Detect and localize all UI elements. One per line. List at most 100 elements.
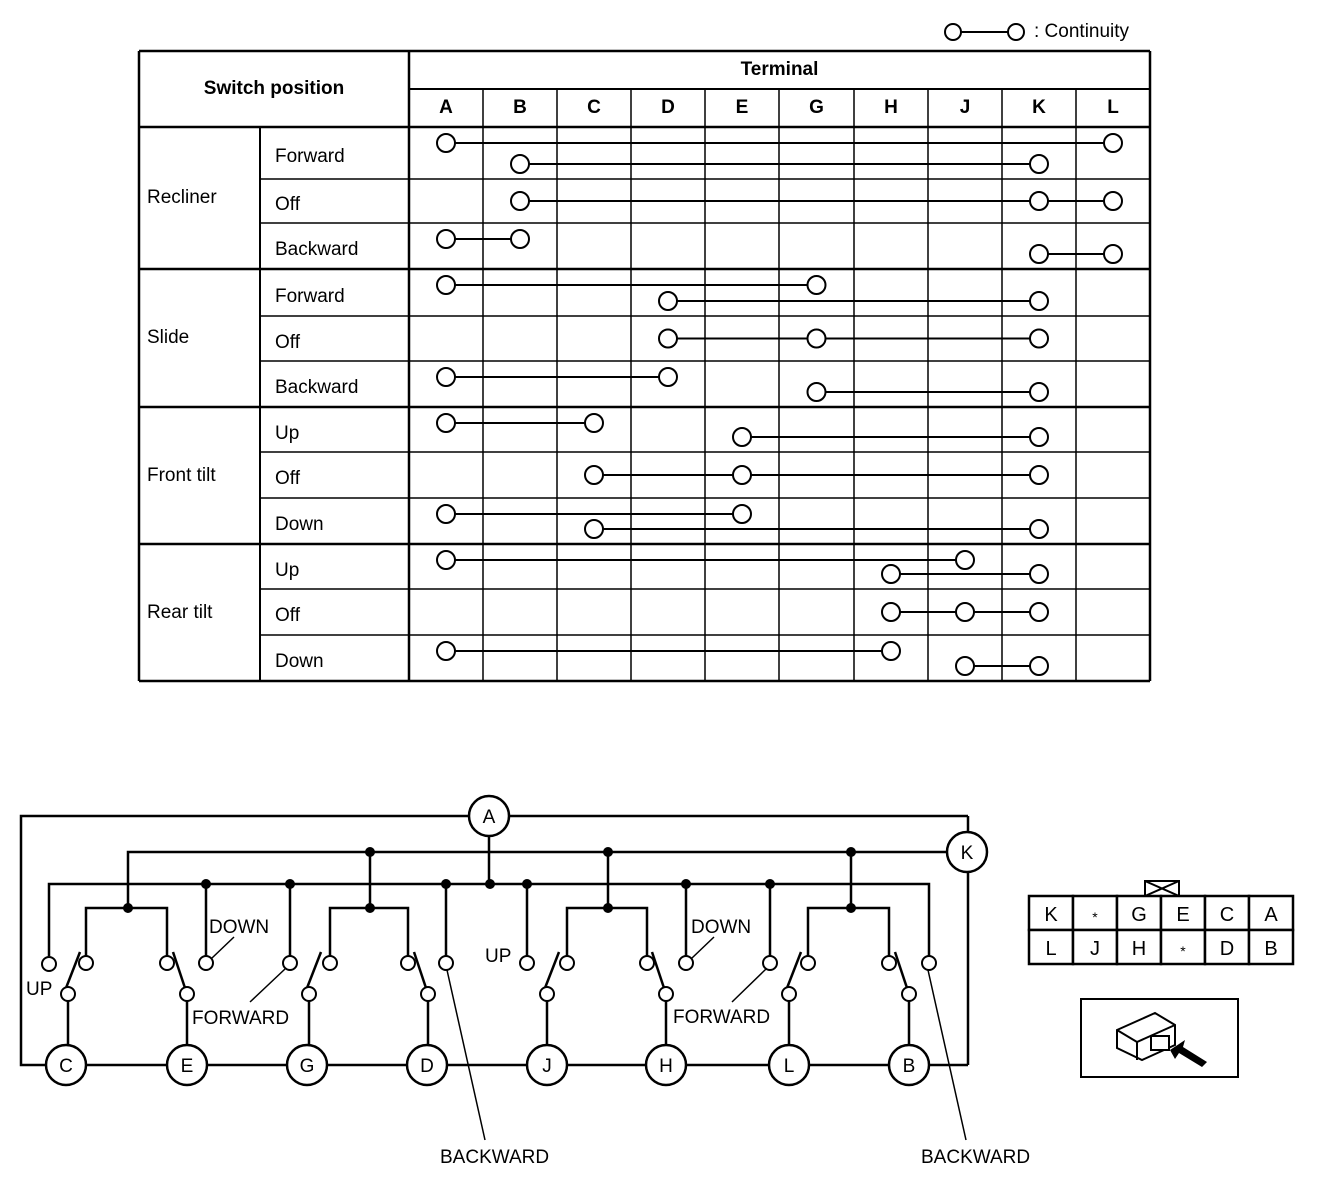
switch-contacts [41,955,937,1002]
terminal-d-circle [405,1043,449,1087]
label-up-2: UP [485,946,511,967]
connector-pin-label: * [1180,943,1186,959]
continuity-point [1029,291,1049,311]
continuity-point [1029,328,1049,349]
terminal-k: K [961,843,974,864]
connector-view-icon [1080,998,1239,1078]
continuity-point [436,413,456,433]
continuity-point [658,328,678,349]
continuity-point [510,191,530,211]
continuity-table: Switch position Terminal A B C D E G H J K L Recline… [137,49,1152,683]
continuity-point [732,427,752,447]
table-grid [137,49,1152,683]
position-label: Down [275,514,324,535]
continuity-point [1029,382,1049,402]
position-label: Forward [275,146,345,167]
continuity-point [658,367,678,387]
connector-pin [1071,894,1119,932]
terminal-l: L [784,1056,795,1077]
label-backward-2: BACKWARD [921,1147,1030,1168]
connector-pin-label: J [1090,938,1100,960]
position-label: Backward [275,239,359,260]
connector-pin [1027,894,1075,932]
position-label: Up [275,422,300,444]
continuity-point [1029,244,1049,264]
continuity-point [1029,191,1049,211]
continuity-point [1029,564,1049,584]
switch-position-header: Switch position [203,78,345,99]
continuity-point [732,504,752,524]
position-label: Backward [275,377,359,398]
connector-pin [1159,894,1207,932]
group-label: Front tilt [147,464,216,486]
continuity-point [436,550,456,570]
connector-pin-label: A [1264,904,1278,926]
continuity-point [436,367,456,387]
legend-label: : Continuity [1034,21,1130,42]
position-label: Down [275,651,324,672]
continuity-point [436,504,456,524]
connector-pin [1027,928,1075,966]
connector-pin-label: B [1264,938,1277,960]
group-label: Recliner [147,187,217,208]
continuity-point [806,382,827,402]
continuity-point [732,465,752,485]
continuity-point [1029,602,1049,622]
terminal-c: C [59,1056,73,1077]
switch-schematic: A K C E G D J H L B UP DOWN FORWARD BACKWARD UP D… [19,794,1295,1168]
terminal-header: Terminal [740,59,819,80]
connector-pin-label: C [1220,904,1234,926]
continuity-point [584,465,604,485]
label-down: DOWN [209,917,269,938]
terminal-header-C: C [587,97,601,118]
continuity-point [1103,133,1123,153]
continuity-point [584,519,604,539]
terminal-header-G: G [809,97,824,118]
position-label: Off [275,605,300,626]
label-forward: FORWARD [192,1008,289,1029]
continuity-point [1029,519,1049,539]
terminal-b: B [903,1056,916,1077]
continuity-point [806,328,827,349]
terminal-g-circle [285,1043,329,1087]
continuity-point [1029,154,1049,174]
connector-pin-label: L [1045,938,1056,960]
continuity-point [584,413,604,433]
connector-face: K * G E C A L J H * D B [1027,880,1295,966]
label-backward: BACKWARD [440,1147,549,1168]
continuity-point [1103,191,1123,211]
junction-dots [123,847,856,913]
terminal-b-circle [887,1043,931,1087]
continuity-point [1029,465,1049,485]
terminal-e-circle [165,1043,209,1087]
continuity-point [436,641,456,661]
terminal-header-K: K [1032,97,1046,118]
terminal-c-circle [44,1043,88,1087]
connector-pin [1159,928,1207,966]
continuity-point [658,291,678,311]
continuity-point [1029,427,1049,447]
terminal-l-circle [767,1043,811,1087]
terminal-header-A: A [439,97,453,118]
connector-pin-label: D [1220,938,1234,960]
label-forward-2: FORWARD [673,1007,770,1028]
continuity-legend: : Continuity [940,20,1129,44]
position-label: Up [275,559,300,581]
group-label: Rear tilt [147,601,213,623]
continuity-point [436,229,456,249]
connector-pin [1203,928,1251,966]
terminal-a: A [483,807,496,828]
terminal-header-L: L [1107,97,1119,118]
continuity-point [881,641,901,661]
position-label: Forward [275,285,345,307]
terminal-d: D [420,1056,434,1077]
group-label: Slide [147,327,190,348]
connector-pin-label: H [1132,938,1146,960]
continuity-point [1029,656,1049,676]
terminal-h: H [659,1056,673,1077]
label-up: UP [26,979,52,1000]
connector-pin-label: G [1131,904,1147,926]
terminal-header-H: H [884,97,898,118]
continuity-point [955,550,975,570]
continuity-point [510,154,530,174]
